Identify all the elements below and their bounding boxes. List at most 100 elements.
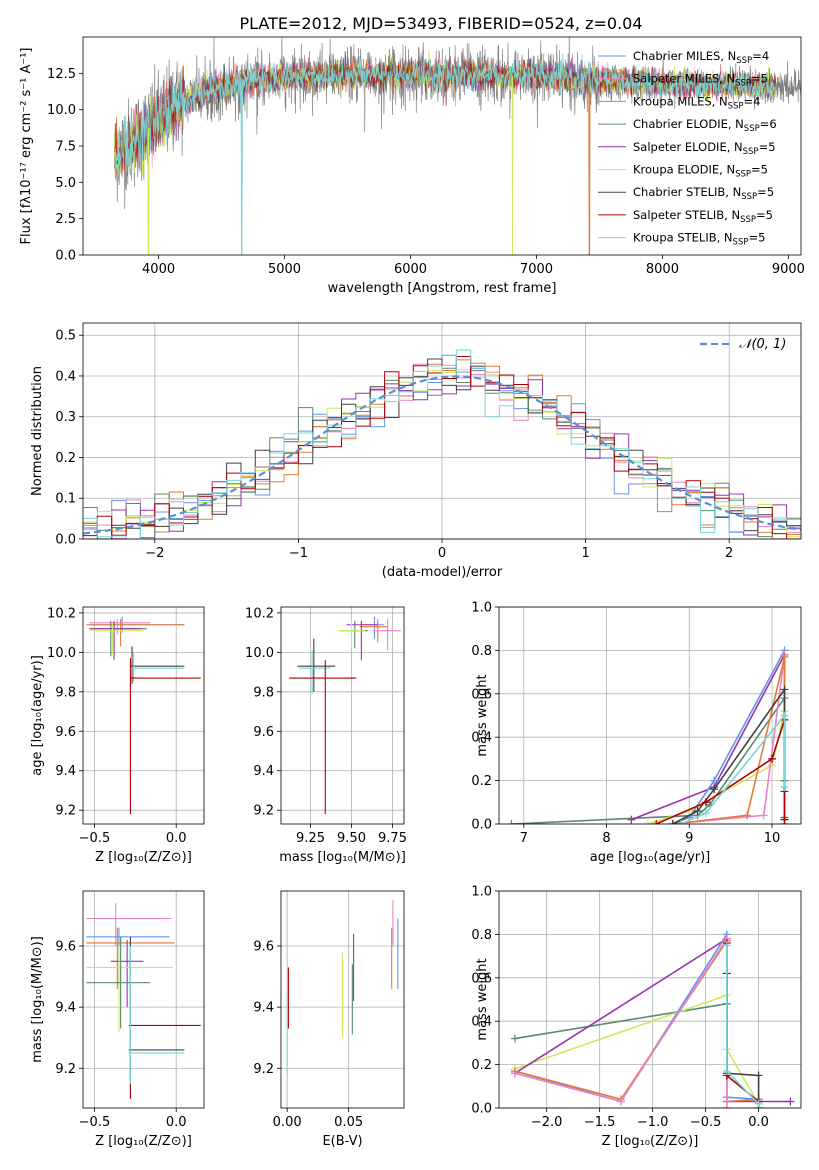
x-tick-label: −0.5 (79, 1115, 111, 1130)
data-point-marker (701, 809, 710, 818)
legend-entry-label: Kroupa MILES, NSSP=4 (633, 94, 760, 111)
y-tick-label: 0.0 (55, 249, 76, 264)
y-tick-label: 0.0 (55, 533, 76, 548)
errorbar-point (86, 946, 173, 1032)
axes-residual_hist: −2 −1 0 1 2 0.0 0.1 0.2 0.3 0.4 0.5 (data-model)/er… (30, 322, 802, 580)
legend-entry-label: Chabrier STELIB, NSSP=5 (633, 185, 774, 202)
legend-n: 5 (761, 163, 768, 177)
x-tick-label: −0.5 (690, 1115, 722, 1130)
legend-eq: = (748, 231, 758, 245)
data-point-marker (693, 806, 702, 815)
data-point-marker (722, 1104, 731, 1108)
y-tick-label: 10.2 (245, 606, 274, 621)
data-point-marker (768, 754, 777, 763)
data-point-marker (507, 820, 516, 824)
histogram-series-stelib_kroupa (83, 349, 801, 539)
x-tick-label: 0.0 (166, 831, 187, 846)
legend-name: Kroupa MILES (633, 94, 712, 108)
axes-frame (82, 322, 802, 540)
y-tick-label: 0.4 (471, 1015, 492, 1030)
errorbar-point (89, 618, 151, 635)
y-tick-label: 9.4 (55, 764, 76, 779)
y-tick-label: 1.0 (471, 885, 492, 900)
legend-eq: = (756, 208, 766, 222)
data-point-marker (780, 711, 789, 720)
errorbar-point (86, 936, 151, 1029)
errorbar-point (89, 622, 144, 655)
legend-entry-label: Salpeter ELODIE, NSSP=5 (633, 140, 776, 157)
x-tick-label: 9.75 (378, 831, 407, 846)
y-tick-label: 9.6 (253, 725, 274, 740)
y-tick-label: 0.6 (471, 687, 492, 702)
data-point-marker (677, 820, 686, 824)
mass-weight-line-elodie_chabrier (511, 695, 786, 824)
errorbar-point (289, 660, 357, 815)
plot-area-mass_weight_vs_Z (510, 930, 795, 1108)
y-tick-label: 0.0 (471, 818, 492, 833)
x-tick-label: −1.5 (584, 1115, 616, 1130)
legend-sub: SSP (733, 238, 749, 248)
data-point-marker (710, 785, 719, 794)
x-tick-label: 5000 (268, 262, 301, 277)
y-tick-label: 9.8 (253, 685, 274, 700)
errorbar-point (363, 616, 385, 639)
mass-weight-line-stelib_kroupa (680, 713, 786, 824)
y-tick-label: 7.5 (55, 140, 76, 155)
legend-n: 6 (769, 117, 776, 131)
errorbar-point (89, 620, 141, 661)
axes-spectrum: 4000 5000 6000 7000 8000 9000 0.0 2.5 5.0 7.5 10.0… (19, 36, 805, 296)
errorbar-point (129, 658, 201, 815)
y-tick-label: 0.4 (55, 369, 76, 384)
y-tick-label: 9.2 (55, 1062, 76, 1077)
legend-sub: SSP (736, 56, 752, 66)
legend-eq: = (752, 49, 762, 63)
data-point-marker (643, 820, 652, 824)
y-tick-label: 0.2 (55, 451, 76, 466)
x-tick-label: 0 (438, 546, 446, 561)
legend-entry-label: 𝒩(0, 1) (739, 337, 786, 352)
legend-n: 5 (768, 140, 775, 154)
legend-n: 5 (766, 208, 773, 222)
x-tick-label: 8000 (646, 262, 679, 277)
errorbar-point (128, 946, 185, 1084)
legend-name: Chabrier STELIB (633, 185, 725, 199)
x-axis-label: E(B-V) (322, 1134, 362, 1149)
data-point-marker (780, 685, 789, 694)
legend-sub: SSP (735, 79, 751, 89)
x-tick-label: 9000 (772, 262, 805, 277)
legend-n-prefix: , N (720, 49, 736, 63)
y-tick-label: 9.6 (253, 940, 274, 955)
y-tick-label: 10.0 (47, 103, 76, 118)
legend-n-prefix: , N (728, 117, 744, 131)
axes-frame (280, 890, 405, 1109)
data-point-marker (510, 1069, 519, 1078)
y-tick-label: 9.4 (253, 1001, 274, 1016)
data-point-marker (710, 776, 719, 785)
y-axis-label: mass [log₁₀(M/M⊙)] (30, 936, 45, 1063)
y-tick-label: 0.4 (471, 731, 492, 746)
data-point-marker (652, 820, 661, 824)
plot-area-mass_weight_vs_age (507, 646, 789, 824)
legend-n-prefix: , N (719, 72, 735, 86)
errorbar-point (86, 927, 170, 986)
y-tick-label: 0.2 (471, 774, 492, 789)
plot-area-residual_hist (83, 349, 801, 539)
axes-frame (280, 606, 405, 825)
y-tick-label: 9.8 (55, 685, 76, 700)
errorbar-point (372, 618, 401, 651)
legend-name: Salpeter ELODIE (633, 140, 727, 154)
y-tick-label: 0.5 (55, 329, 76, 344)
legend-n: 5 (767, 185, 774, 199)
data-point-marker (780, 815, 789, 824)
legend-name: Kroupa ELODIE (633, 163, 719, 177)
plot-area-mass_vs_Z (86, 903, 201, 1099)
x-axis-label: mass [log₁₀(M/M⊙)] (279, 850, 406, 865)
x-axis-label: Z [log₁₀(Z/Z⊙)] (602, 1134, 699, 1149)
errorbar-point (89, 620, 147, 657)
x-tick-label: 0.0 (748, 1115, 769, 1130)
y-tick-label: 9.2 (253, 1062, 274, 1077)
axes-frame (498, 606, 802, 825)
legend-n-prefix: , N (712, 94, 728, 108)
